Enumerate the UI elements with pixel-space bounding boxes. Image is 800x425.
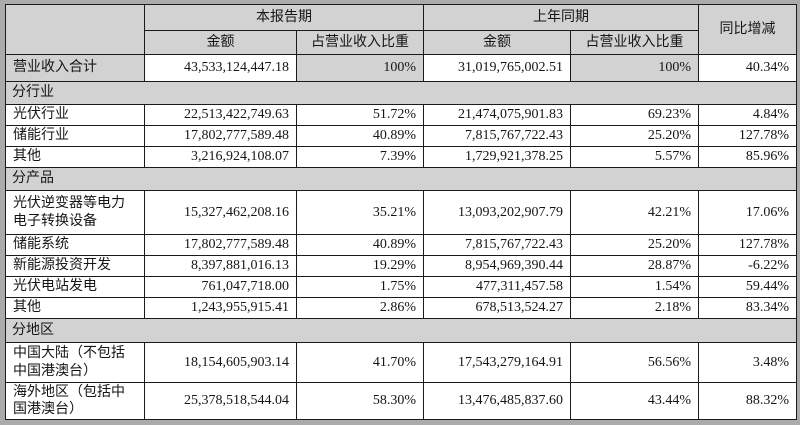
section-row-by-product: 分产品 (5, 167, 797, 191)
prior-pct-cell: 1.54% (570, 276, 699, 298)
yoy-cell: 127.78% (698, 125, 797, 147)
prior-amount-cell: 1,729,921,378.25 (423, 146, 571, 168)
prior-amount-cell: 13,476,485,837.60 (423, 382, 571, 420)
prior-pct-cell: 43.44% (570, 382, 699, 420)
row-label: 储能系统 (5, 234, 145, 256)
section-row-by-region: 分地区 (5, 318, 797, 343)
header-row-measures: 金额 占营业收入比重 金额 占营业收入比重 (6, 30, 797, 55)
current-pct-cell: 51.72% (296, 104, 424, 126)
header-current-period: 本报告期 (144, 4, 424, 31)
prior-amount-cell: 8,954,969,390.44 (423, 255, 571, 277)
current-pct-cell: 1.75% (296, 276, 424, 298)
current-pct-cell: 41.70% (296, 342, 424, 383)
row-label: 光伏电站发电 (5, 276, 145, 298)
table-row: 储能行业 17,802,777,589.48 40.89% 7,815,767,… (5, 125, 797, 147)
table-row: 中国大陆（不包括中国港澳台） 18,154,605,903.14 41.70% … (5, 342, 797, 383)
section-title: 分产品 (5, 167, 797, 191)
prior-amount-cell: 7,815,767,722.43 (423, 125, 571, 147)
yoy-cell: 40.34% (698, 54, 797, 82)
current-pct-cell: 2.86% (296, 297, 424, 319)
header-prior-pct: 占营业收入比重 (570, 30, 699, 55)
yoy-cell: -6.22% (698, 255, 797, 277)
yoy-cell: 4.84% (698, 104, 797, 126)
current-amount-cell: 17,802,777,589.48 (144, 234, 297, 256)
prior-pct-cell: 42.21% (570, 190, 699, 235)
prior-pct-cell: 25.20% (570, 125, 699, 147)
current-amount-cell: 25,378,518,544.04 (144, 382, 297, 420)
current-pct-cell: 40.89% (296, 125, 424, 147)
row-label: 营业收入合计 (5, 54, 145, 82)
current-amount-cell: 3,216,924,108.07 (144, 146, 297, 168)
table-row: 其他 3,216,924,108.07 7.39% 1,729,921,378.… (5, 146, 797, 168)
prior-pct-cell: 28.87% (570, 255, 699, 277)
table-row: 光伏逆变器等电力电子转换设备 15,327,462,208.16 35.21% … (5, 190, 797, 235)
prior-amount-cell: 678,513,524.27 (423, 297, 571, 319)
row-label: 光伏行业 (5, 104, 145, 126)
header-yoy-change: 同比增减 (698, 4, 797, 55)
current-amount-cell: 8,397,881,016.13 (144, 255, 297, 277)
current-amount-cell: 43,533,124,447.18 (144, 54, 297, 82)
table-row: 其他 1,243,955,915.41 2.86% 678,513,524.27… (5, 297, 797, 319)
table-row: 光伏行业 22,513,422,749.63 51.72% 21,474,075… (5, 104, 797, 126)
yoy-cell: 59.44% (698, 276, 797, 298)
total-revenue-row: 营业收入合计 43,533,124,447.18 100% 31,019,765… (5, 54, 797, 82)
header-current-amount: 金额 (144, 30, 297, 55)
table-row: 光伏电站发电 761,047,718.00 1.75% 477,311,457.… (5, 276, 797, 298)
prior-amount-cell: 17,543,279,164.91 (423, 342, 571, 383)
current-pct-cell: 100% (296, 54, 424, 82)
current-amount-cell: 15,327,462,208.16 (144, 190, 297, 235)
yoy-cell: 127.78% (698, 234, 797, 256)
yoy-cell: 88.32% (698, 382, 797, 420)
prior-pct-cell: 25.20% (570, 234, 699, 256)
prior-pct-cell: 5.57% (570, 146, 699, 168)
section-title: 分行业 (5, 81, 797, 105)
prior-pct-cell: 69.23% (570, 104, 699, 126)
row-label: 海外地区（包括中国港澳台） (5, 382, 145, 420)
yoy-cell: 83.34% (698, 297, 797, 319)
yoy-cell: 17.06% (698, 190, 797, 235)
current-pct-cell: 40.89% (296, 234, 424, 256)
current-pct-cell: 35.21% (296, 190, 424, 235)
prior-pct-cell: 2.18% (570, 297, 699, 319)
current-amount-cell: 1,243,955,915.41 (144, 297, 297, 319)
yoy-cell: 3.48% (698, 342, 797, 383)
current-pct-cell: 58.30% (296, 382, 424, 420)
table-row: 海外地区（包括中国港澳台） 25,378,518,544.04 58.30% 1… (5, 382, 797, 420)
current-amount-cell: 761,047,718.00 (144, 276, 297, 298)
row-label: 中国大陆（不包括中国港澳台） (5, 342, 145, 383)
current-amount-cell: 22,513,422,749.63 (144, 104, 297, 126)
table-row: 储能系统 17,802,777,589.48 40.89% 7,815,767,… (5, 234, 797, 256)
row-label: 储能行业 (5, 125, 145, 147)
prior-pct-cell: 56.56% (570, 342, 699, 383)
current-amount-cell: 18,154,605,903.14 (144, 342, 297, 383)
header-prior-amount: 金额 (423, 30, 571, 55)
row-label: 新能源投资开发 (5, 255, 145, 277)
revenue-breakdown-table: 本报告期 上年同期 同比增减 金额 占营业收入比重 金额 占营业收入比重 营业收… (5, 4, 797, 420)
row-label: 其他 (5, 297, 145, 319)
prior-amount-cell: 7,815,767,722.43 (423, 234, 571, 256)
current-amount-cell: 17,802,777,589.48 (144, 125, 297, 147)
prior-amount-cell: 13,093,202,907.79 (423, 190, 571, 235)
yoy-cell: 85.96% (698, 146, 797, 168)
prior-pct-cell: 100% (570, 54, 699, 82)
section-row-by-industry: 分行业 (5, 81, 797, 105)
table-row: 新能源投资开发 8,397,881,016.13 19.29% 8,954,96… (5, 255, 797, 277)
row-label: 光伏逆变器等电力电子转换设备 (5, 190, 145, 235)
current-pct-cell: 19.29% (296, 255, 424, 277)
section-title: 分地区 (5, 318, 797, 343)
prior-amount-cell: 21,474,075,901.83 (423, 104, 571, 126)
current-pct-cell: 7.39% (296, 146, 424, 168)
header-current-pct: 占营业收入比重 (296, 30, 424, 55)
prior-amount-cell: 477,311,457.58 (423, 276, 571, 298)
header-row-periods: 本报告期 上年同期 同比增减 (5, 4, 797, 55)
header-prior-period: 上年同期 (423, 4, 699, 31)
prior-amount-cell: 31,019,765,002.51 (423, 54, 571, 82)
header-empty-corner-cell (5, 4, 145, 55)
row-label: 其他 (5, 146, 145, 168)
